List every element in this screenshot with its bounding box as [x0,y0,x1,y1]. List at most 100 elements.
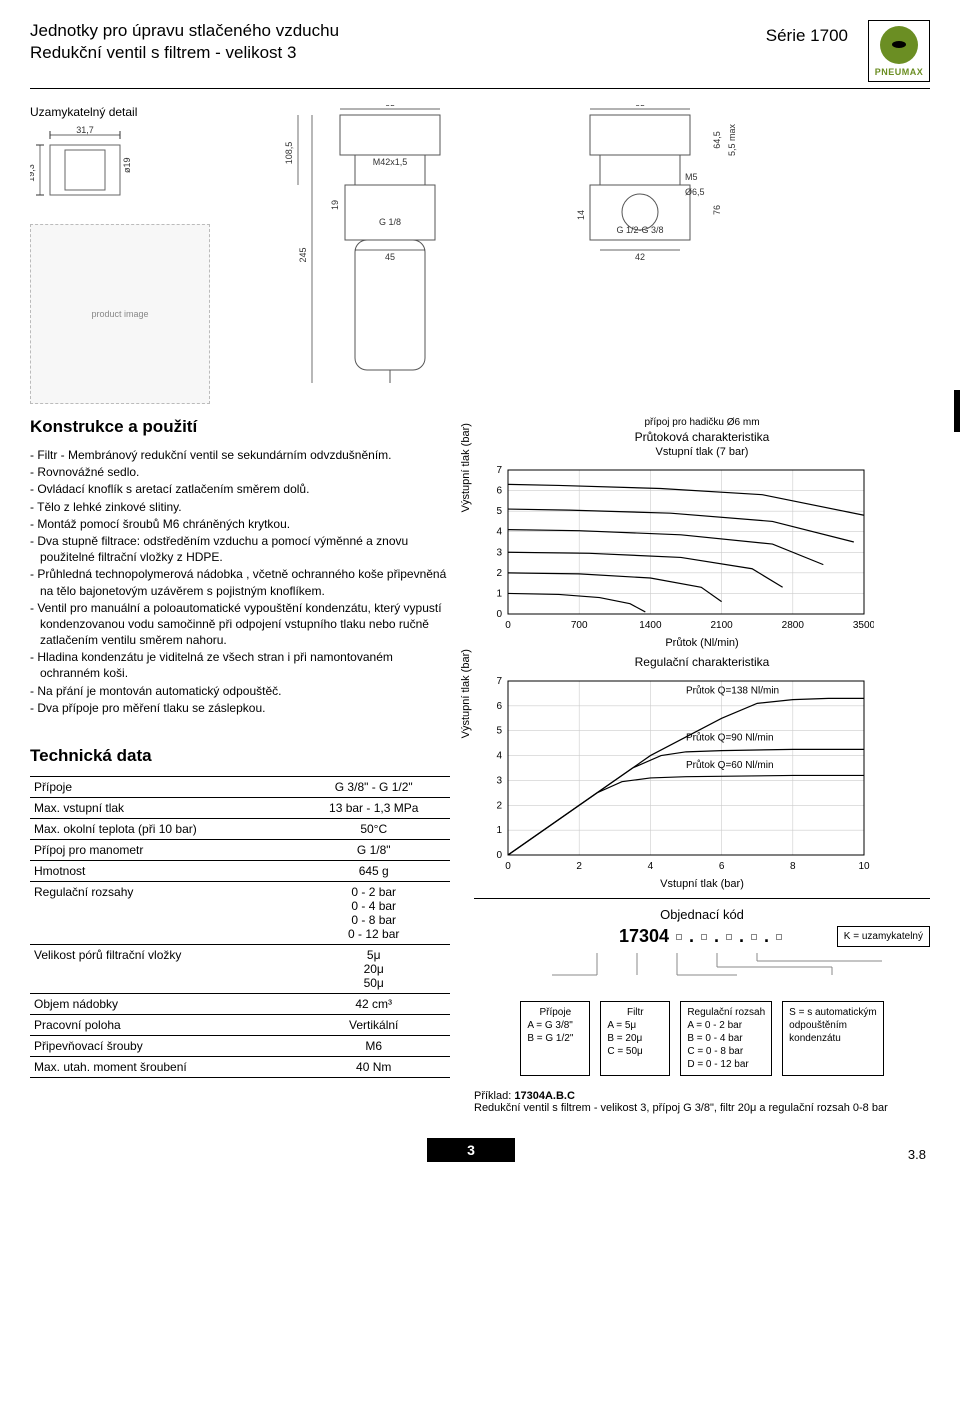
svg-text:19: 19 [330,200,340,210]
svg-text:0: 0 [496,609,502,620]
construction-item: - Hladina kondenzátu je viditelná ze vše… [30,649,450,681]
flow-chart-subtitle: Vstupní tlak (7 bar) [474,446,930,458]
construction-item: - Dva přípoje pro měření tlaku se záslep… [30,700,450,716]
order-option-boxes: PřípojeA = G 3/8"B = G 1/2"FiltrA = 5μB … [474,1001,930,1076]
td-label: Přípoje [30,777,297,798]
flow-y-label: Výstupní tlak (bar) [460,423,472,512]
brand-logo: PNEUMAX [868,20,930,82]
svg-text:5: 5 [496,506,502,517]
svg-text:2: 2 [496,568,502,579]
svg-text:4: 4 [648,861,654,872]
svg-text:0: 0 [505,861,511,872]
td-value: 5μ20μ50μ [297,945,450,994]
construction-item: - Ovládací knoflík s aretací zatlačením … [30,481,450,497]
svg-text:108,5: 108,5 [284,142,294,165]
td-label: Objem nádobky [30,994,297,1015]
svg-text:2: 2 [576,861,582,872]
svg-text:700: 700 [571,620,588,631]
svg-text:1400: 1400 [639,620,662,631]
reg-x-label: Vstupní tlak (bar) [474,878,930,890]
svg-text:2800: 2800 [782,620,805,631]
td-label: Přípoj pro manometr [30,840,297,861]
table-row: Hmotnost645 g [30,861,450,882]
technical-drawing-area: Uzamykatelný detail 31,7 19,3 ø19 produc… [30,105,930,405]
svg-text:10: 10 [858,861,870,872]
svg-text:5: 5 [496,726,502,737]
svg-text:4: 4 [496,751,502,762]
order-base-code: 17304 [619,926,669,947]
construction-item: - Průhledná technopolymerová nádobka , v… [30,566,450,598]
footer-page-number: 3.8 [908,1147,926,1162]
construction-item: - Filtr - Membránový redukční ventil se … [30,447,450,463]
td-value: 42 cm³ [297,994,450,1015]
construction-item: - Ventil pro manuální a poloautomatické … [30,600,450,649]
td-value: 40 Nm [297,1057,450,1078]
td-label: Max. okolní teplota (při 10 bar) [30,819,297,840]
svg-text:45: 45 [385,252,395,262]
svg-text:63: 63 [635,105,645,108]
svg-text:64,5: 64,5 [712,131,722,149]
reg-chart: Výstupní tlak (bar) 024681001234567Průto… [474,675,930,890]
flow-x-label: Průtok (Nl/min) [474,637,930,649]
order-option-box: S = s automatickýmodpouštěnímkondenzátu [782,1001,884,1076]
svg-text:2: 2 [496,800,502,811]
td-value: G 3/8" - G 1/2" [297,777,450,798]
flow-chart-title: Průtoková charakteristika [474,430,930,444]
svg-text:6: 6 [719,861,725,872]
svg-text:6: 6 [496,486,502,497]
svg-text:63: 63 [385,105,395,108]
table-row: Objem nádobky42 cm³ [30,994,450,1015]
reg-chart-title: Regulační charakteristika [474,655,930,669]
svg-text:Průtok Q=90 Nl/min: Průtok Q=90 Nl/min [686,732,774,744]
svg-text:19,3: 19,3 [30,164,36,182]
td-label: Pracovní poloha [30,1015,297,1036]
svg-text:7: 7 [496,465,502,476]
td-value: 50°C [297,819,450,840]
td-label: Max. utah. moment šroubení [30,1057,297,1078]
order-code-block: 17304 . . . . K = uzamykatelný PřípojeA … [474,926,930,1076]
td-label: Max. vstupní tlak [30,798,297,819]
td-label: Velikost pórů filtrační vložky [30,945,297,994]
table-row: Max. utah. moment šroubení40 Nm [30,1057,450,1078]
svg-text:G 1/8: G 1/8 [379,217,401,227]
order-option-box: Regulační rozsahA = 0 - 2 barB = 0 - 4 b… [680,1001,772,1076]
svg-text:7: 7 [496,676,502,687]
svg-text:5,5 max: 5,5 max [727,123,737,156]
construction-item: - Tělo z lehké zinkové slitiny. [30,499,450,515]
product-photo: product image [30,224,210,404]
table-row: Velikost pórů filtrační vložky5μ20μ50μ [30,945,450,994]
td-label: Regulační rozsahy [30,882,297,945]
svg-text:245: 245 [298,247,308,262]
svg-text:4: 4 [496,527,502,538]
hose-note: přípoj pro hadičku Ø6 mm [474,417,930,428]
svg-text:Ø6,5: Ø6,5 [685,187,705,197]
svg-text:0: 0 [496,850,502,861]
svg-text:42: 42 [635,252,645,262]
header-line1: Jednotky pro úpravu stlačeného vzduchu [30,20,339,42]
order-option-box: PřípojeA = G 3/8"B = G 1/2" [520,1001,590,1076]
table-row: Přípoj pro manometrG 1/8" [30,840,450,861]
td-value: Vertikální [297,1015,450,1036]
svg-text:6: 6 [496,701,502,712]
table-row: Připevňovací šroubyM6 [30,1036,450,1057]
dimensional-drawing: 63 M42x1,5 245 108,5 G 1/8 45 19 [250,105,770,395]
technical-data-table: PřípojeG 3/8" - G 1/2"Max. vstupní tlak1… [30,776,450,1078]
svg-text:14: 14 [576,210,586,220]
order-connector-lines [502,953,902,981]
svg-text:3: 3 [496,547,502,558]
svg-text:Průtok Q=60 Nl/min: Průtok Q=60 Nl/min [686,759,774,771]
td-value: M6 [297,1036,450,1057]
svg-text:Průtok Q=138 Nl/min: Průtok Q=138 Nl/min [686,684,779,696]
reg-y-label: Výstupní tlak (bar) [460,649,472,738]
lock-detail-label: Uzamykatelný detail [30,105,230,119]
table-row: Regulační rozsahy0 - 2 bar0 - 4 bar0 - 8… [30,882,450,945]
construction-item: - Montáž pomocí šroubů M6 chráněných kry… [30,516,450,532]
brand-name: PNEUMAX [875,67,924,77]
lock-detail-drawing: 31,7 19,3 ø19 [30,125,150,215]
page-header: Jednotky pro úpravu stlačeného vzduchu R… [30,20,930,89]
svg-text:G 1/2-G 3/8: G 1/2-G 3/8 [616,225,663,235]
svg-text:M5: M5 [685,172,698,182]
svg-text:0: 0 [505,620,511,631]
table-row: PřípojeG 3/8" - G 1/2" [30,777,450,798]
svg-text:1: 1 [496,588,502,599]
